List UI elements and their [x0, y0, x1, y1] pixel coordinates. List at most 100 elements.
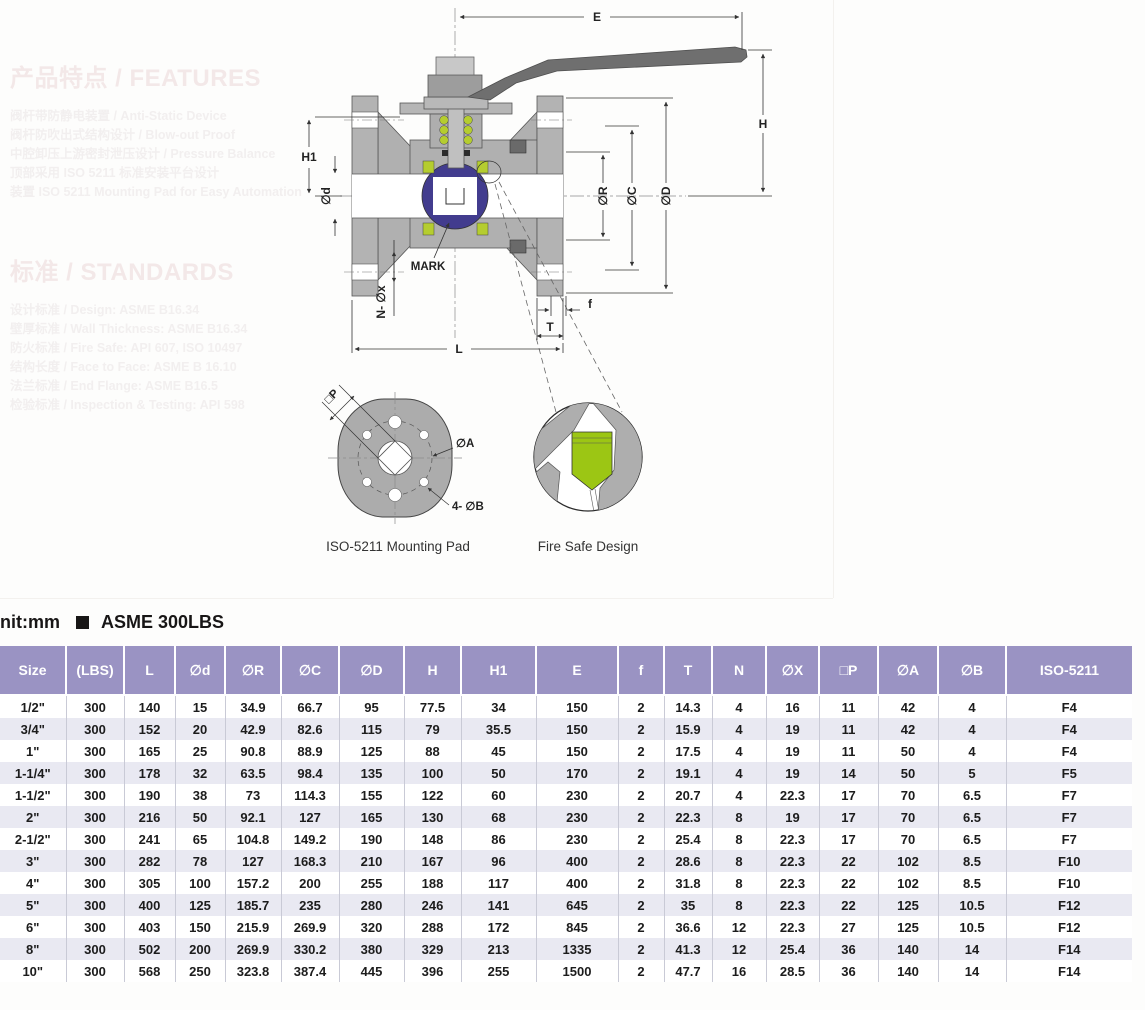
table-cell: 845: [536, 916, 619, 938]
table-cell: 22.3: [664, 806, 713, 828]
table-row: 3/4" 300 152 20 42.9 82.6 115 79 35.5 150 2 15.9 4 19…: [0, 718, 1132, 740]
table-cell: 22: [819, 894, 879, 916]
ball-mark-glyph: [445, 188, 465, 205]
standards-line: 设计标准 / Design: ASME B16.34: [10, 303, 200, 317]
table-cell: 25: [175, 740, 226, 762]
table-cell: 250: [175, 960, 226, 982]
table-cell: 1500: [536, 960, 619, 982]
table-cell: 320: [339, 916, 405, 938]
table-cell: 152: [124, 718, 176, 740]
table-cell: 96: [461, 850, 537, 872]
table-row: 1" 300 165 25 90.8 88.9 125 88 45 150 2 17.5 4 19 11 50…: [0, 740, 1132, 762]
table-cell: 140: [124, 695, 176, 718]
table-cell: 36: [819, 960, 879, 982]
table-cell: 19: [766, 806, 820, 828]
valve-handle: [466, 46, 748, 101]
column-header: ∅C: [281, 646, 340, 696]
table-cell: 98.4: [281, 762, 340, 784]
table-cell: 22: [819, 850, 879, 872]
table-cell: 127: [281, 806, 340, 828]
table-cell: 216: [124, 806, 176, 828]
table-cell: 19: [766, 740, 820, 762]
table-cell: 10.5: [938, 894, 1007, 916]
table-cell: 60: [461, 784, 537, 806]
size-cell: 2-1/2": [0, 828, 67, 850]
table-cell: F14: [1006, 960, 1132, 982]
table-cell: 127: [225, 850, 282, 872]
table-cell: 300: [66, 828, 125, 850]
table-cell: 79: [404, 718, 462, 740]
table-cell: 2: [618, 695, 665, 718]
table-cell: F12: [1006, 894, 1132, 916]
dim-label-H: H: [759, 117, 768, 131]
table-cell: 19: [766, 762, 820, 784]
table-cell: F12: [1006, 916, 1132, 938]
table-cell: 150: [536, 740, 619, 762]
table-cell: 70: [878, 784, 939, 806]
table-cell: 102: [878, 850, 939, 872]
table-cell: F4: [1006, 695, 1132, 718]
table-cell: 125: [175, 894, 226, 916]
table-cell: 63.5: [225, 762, 282, 784]
table-cell: 10.5: [938, 916, 1007, 938]
table-cell: 11: [819, 695, 879, 718]
table-cell: 22: [819, 872, 879, 894]
table-cell: 400: [536, 850, 619, 872]
dim-label-T: T: [546, 320, 554, 334]
asme-spec-label: ASME 300LBS: [101, 611, 225, 632]
table-cell: 100: [404, 762, 462, 784]
table-cell: 2: [618, 762, 665, 784]
table-cell: 8.5: [938, 850, 1007, 872]
table-cell: 2: [618, 894, 665, 916]
dimension-labels: E H H1 ∅d ∅R ∅C ∅D N- ∅x f T L MARK: [301, 10, 767, 356]
table-cell: 125: [878, 916, 939, 938]
table-cell: 380: [339, 938, 405, 960]
column-header: ∅B: [938, 646, 1007, 696]
table-cell: 125: [878, 894, 939, 916]
table-cell: 28.5: [766, 960, 820, 982]
table-cell: 22.3: [766, 850, 820, 872]
table-cell: 104.8: [225, 828, 282, 850]
dim-label-C: ∅C: [625, 186, 639, 205]
table-cell: 14: [938, 960, 1007, 982]
table-cell: 502: [124, 938, 176, 960]
table-cell: 19: [766, 718, 820, 740]
table-cell: 47.7: [664, 960, 713, 982]
table-cell: 22.3: [766, 916, 820, 938]
table-cell: 148: [404, 828, 462, 850]
table-cell: 300: [66, 960, 125, 982]
table-cell: 95: [339, 695, 405, 718]
table-cell: 2: [618, 960, 665, 982]
dim-label-f: f: [588, 297, 593, 311]
size-cell: 2": [0, 806, 67, 828]
table-cell: 25.4: [664, 828, 713, 850]
table-cell: 645: [536, 894, 619, 916]
table-cell: 102: [878, 872, 939, 894]
table-cell: 300: [66, 894, 125, 916]
table-cell: 2: [618, 916, 665, 938]
table-cell: 11: [819, 718, 879, 740]
table-cell: 4: [712, 695, 767, 718]
table-cell: 241: [124, 828, 176, 850]
table-cell: 6.5: [938, 806, 1007, 828]
table-cell: 387.4: [281, 960, 340, 982]
table-row: 10" 300 568 250 323.8 387.4 445 396 255 1500 2 47.7…: [0, 960, 1132, 982]
column-header: f: [618, 646, 665, 696]
table-cell: 300: [66, 850, 125, 872]
valve-seats: [422, 160, 489, 236]
table-row: 2-1/2" 300 241 65 104.8 149.2 190 148 86 230 2 25.4…: [0, 828, 1132, 850]
dim-label-d: ∅d: [319, 187, 333, 205]
table-cell: 8.5: [938, 872, 1007, 894]
table-cell: 77.5: [404, 695, 462, 718]
table-cell: 300: [66, 806, 125, 828]
table-cell: 42.9: [225, 718, 282, 740]
table-cell: 115: [339, 718, 405, 740]
table-cell: 92.1: [225, 806, 282, 828]
table-cell: 8: [712, 806, 767, 828]
mark-label: MARK: [411, 261, 446, 273]
standards-line: 检验标准 / Inspection & Testing: API 598: [10, 398, 245, 412]
table-cell: 8: [712, 894, 767, 916]
table-cell: 2: [618, 718, 665, 740]
table-cell: 300: [66, 762, 125, 784]
